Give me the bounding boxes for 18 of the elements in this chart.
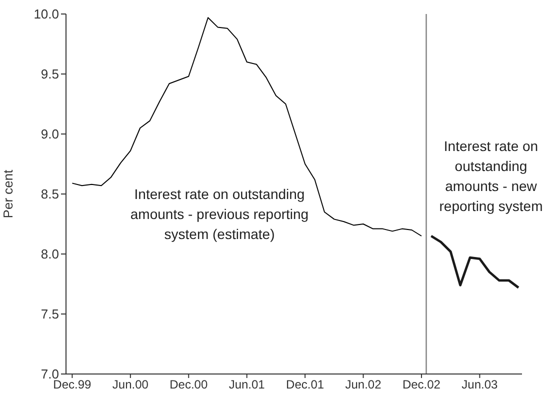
y-tick-label: 10.0 [34, 6, 59, 22]
y-tick-label: 8.0 [40, 246, 59, 262]
x-tick-label: Dec.00 [170, 378, 208, 392]
annotation: Interest rate on outstanding amounts - new reporting system [438, 137, 544, 216]
x-tick-label: Jun.00 [112, 378, 149, 392]
y-tick-label: 7.5 [40, 306, 59, 322]
annotation: Interest rate on outstanding amounts - previous reporting system (estimate) [129, 185, 310, 244]
line-series [430, 234, 520, 289]
x-tick-label: Jun.02 [345, 378, 382, 392]
x-tick-label: Dec.02 [402, 378, 441, 392]
x-tick-label: Dec.99 [53, 378, 92, 392]
x-tick-label: Dec.01 [286, 378, 324, 392]
y-tick-label: 8.5 [40, 186, 59, 202]
y-tick-label: 9.5 [40, 66, 59, 82]
y-axis-title: Per cent [0, 169, 16, 218]
x-tick-label: Jun.01 [228, 378, 266, 392]
x-tick-label: Jun.03 [462, 378, 498, 392]
y-tick-label: 9.0 [40, 126, 59, 142]
